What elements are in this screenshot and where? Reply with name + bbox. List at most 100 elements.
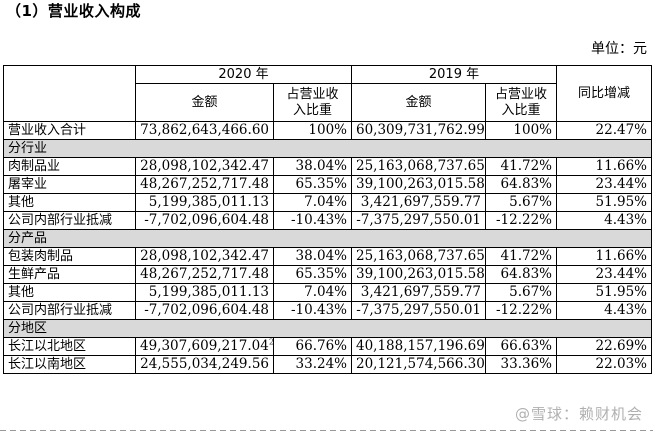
- header-row-cols: 金额 占营业收 入比重 金额 占营业收 入比重: [4, 83, 652, 122]
- yoy-cell: 51.95%: [556, 193, 652, 212]
- share-2020-cell: 66.76%: [273, 337, 352, 356]
- header-year-2020: 2020 年: [135, 65, 352, 84]
- yoy-cell: 22.47%: [556, 121, 652, 140]
- table-row: 屠宰业 48,267,252,717.48 65.35% 39,100,263,015…: [3, 175, 652, 194]
- table-row: 公司内部行业抵减 -7,702,096,604.48 -10.43% -7,375,2…: [3, 211, 652, 230]
- section-label: 分产品: [3, 229, 652, 248]
- yoy-cell: 4.43%: [556, 301, 652, 320]
- table-row: 其他 5,199,385,011.13 7.04% 3,421,697,559.77 5…: [3, 283, 652, 302]
- header-share-2019: 占营业收 入比重: [485, 83, 557, 122]
- share-2019-cell: 64.83%: [485, 175, 557, 194]
- amount-2020-cell: 5,199,385,011.13: [135, 193, 274, 212]
- table-row: 生鲜产品 48,267,252,717.48 65.35% 39,100,263,01…: [3, 265, 652, 284]
- row-label: 长江以南地区: [3, 355, 136, 374]
- row-label: 营业收入合计: [3, 121, 136, 140]
- section-label: 分地区: [3, 319, 652, 338]
- yoy-cell: 22.03%: [556, 355, 652, 374]
- row-label: 包装肉制品: [3, 247, 136, 266]
- share-2019-cell: 5.67%: [485, 283, 557, 302]
- yoy-cell: 11.66%: [556, 247, 652, 266]
- share-2020-cell: 7.04%: [273, 283, 352, 302]
- table-row: 其他 5,199,385,011.13 7.04% 3,421,697,559.77 5…: [3, 193, 652, 212]
- row-label: 其他: [3, 283, 136, 302]
- amount-2020-cell: -7,702,096,604.48: [135, 301, 274, 320]
- share-2020-cell: -10.43%: [273, 211, 352, 230]
- amount-value: 49,307,609,217.04: [140, 338, 269, 355]
- share-2019-cell: -12.22%: [485, 211, 557, 230]
- share-2020-cell: 100%: [273, 121, 352, 140]
- header-share-line2: 入比重: [292, 102, 332, 118]
- row-label: 其他: [3, 193, 136, 212]
- amount-2020-cell: 73,862,643,466.60: [135, 121, 274, 140]
- yoy-cell: 4.43%: [556, 211, 652, 230]
- amount-2019-cell: 25,163,068,737.65: [351, 157, 486, 176]
- amount-2020-cell: 5,199,385,011.13: [135, 283, 274, 302]
- share-2020-cell: 65.35%: [273, 175, 352, 194]
- table-row: 营业收入合计 73,862,643,466.60 100% 60,309,731,76…: [3, 121, 652, 140]
- row-label: 肉制品业: [3, 157, 136, 176]
- share-2019-cell: 100%: [485, 121, 557, 140]
- share-2019-cell: 5.67%: [485, 193, 557, 212]
- share-2019-cell: 33.36%: [485, 355, 557, 374]
- amount-2019-cell: 60,309,731,762.99: [351, 121, 486, 140]
- section-heading: （1）营业收入构成: [6, 2, 141, 20]
- share-2020-cell: 38.04%: [273, 157, 352, 176]
- section-label: 分行业: [3, 139, 652, 158]
- header-amount-2019: 金额: [351, 83, 486, 122]
- amount-2019-cell: -7,375,297,550.01: [351, 211, 486, 230]
- row-label: 屠宰业: [3, 175, 136, 194]
- share-2020-cell: 38.04%: [273, 247, 352, 266]
- amount-2020-cell: -7,702,096,604.48: [135, 211, 274, 230]
- table-row: 包装肉制品 28,098,102,342.47 38.04% 25,163,068,7…: [3, 247, 652, 266]
- header-share-2020: 占营业收 入比重: [273, 83, 352, 122]
- share-2019-cell: 41.72%: [485, 247, 557, 266]
- revenue-table: 2020 年 2019 年 同比增减 金额 占营业收 入比重 金额 占营业收 入…: [3, 65, 652, 374]
- header-yoy: 同比增减: [556, 65, 652, 122]
- header-amount-2020: 金额: [135, 83, 274, 122]
- amount-2019-cell: 25,163,068,737.65: [351, 247, 486, 266]
- header-share-line1: 占营业收: [494, 86, 547, 102]
- share-2020-cell: -10.43%: [273, 301, 352, 320]
- amount-2020-cell: 48,267,252,717.48: [135, 265, 274, 284]
- row-label: 公司内部行业抵减: [3, 301, 136, 320]
- section-row: 分地区: [3, 319, 652, 338]
- amount-2020-cell: 28,098,102,342.47: [135, 247, 274, 266]
- amount-2019-cell: -7,375,297,550.01: [351, 301, 486, 320]
- row-label: 公司内部行业抵减: [3, 211, 136, 230]
- watermark-text: @雪球：赖财机会: [514, 405, 643, 423]
- table-row: 长江以北地区 49,307,609,217.042 66.76% 40,188,157…: [3, 337, 652, 356]
- row-label: 长江以北地区: [3, 337, 136, 356]
- header-share-line1: 占营业收: [286, 86, 339, 102]
- amount-2019-cell: 40,188,157,196.69: [351, 337, 486, 356]
- share-2019-cell: 41.72%: [485, 157, 557, 176]
- amount-2019-cell: 39,100,263,015.58: [351, 265, 486, 284]
- header-share-line2: 入比重: [501, 102, 541, 118]
- amount-2019-cell: 3,421,697,559.77: [351, 283, 486, 302]
- share-2020-cell: 7.04%: [273, 193, 352, 212]
- amount-2020-cell: 49,307,609,217.042: [135, 337, 274, 356]
- footnote-marker: 2: [268, 337, 274, 347]
- amount-2019-cell: 3,421,697,559.77: [351, 193, 486, 212]
- amount-2019-cell: 39,100,263,015.58: [351, 175, 486, 194]
- yoy-cell: 22.69%: [556, 337, 652, 356]
- yoy-cell: 11.66%: [556, 157, 652, 176]
- section-row: 分行业: [3, 139, 652, 158]
- share-2019-cell: 64.83%: [485, 265, 557, 284]
- yoy-cell: 23.44%: [556, 265, 652, 284]
- amount-2019-cell: 20,121,574,566.30: [351, 355, 486, 374]
- amount-2020-cell: 48,267,252,717.48: [135, 175, 274, 194]
- header-row-years: 2020 年 2019 年 同比增减: [3, 65, 652, 122]
- page-footer-divider: [0, 428, 653, 433]
- yoy-cell: 51.95%: [556, 283, 652, 302]
- table-row: 长江以南地区 24,555,034,249.56 33.24% 20,121,574,…: [3, 355, 652, 374]
- header-blank: [3, 65, 136, 122]
- table-row: 公司内部行业抵减 -7,702,096,604.48 -10.43% -7,375,2…: [3, 301, 652, 320]
- share-2020-cell: 65.35%: [273, 265, 352, 284]
- share-2020-cell: 33.24%: [273, 355, 352, 374]
- table-body: 营业收入合计 73,862,643,466.60 100% 60,309,731,76…: [3, 121, 652, 374]
- share-2019-cell: 66.63%: [485, 337, 557, 356]
- amount-2020-cell: 24,555,034,249.56: [135, 355, 274, 374]
- unit-label: 单位：元: [591, 41, 647, 57]
- table-row: 肉制品业 28,098,102,342.47 38.04% 25,163,068,73…: [3, 157, 652, 176]
- section-row: 分产品: [3, 229, 652, 248]
